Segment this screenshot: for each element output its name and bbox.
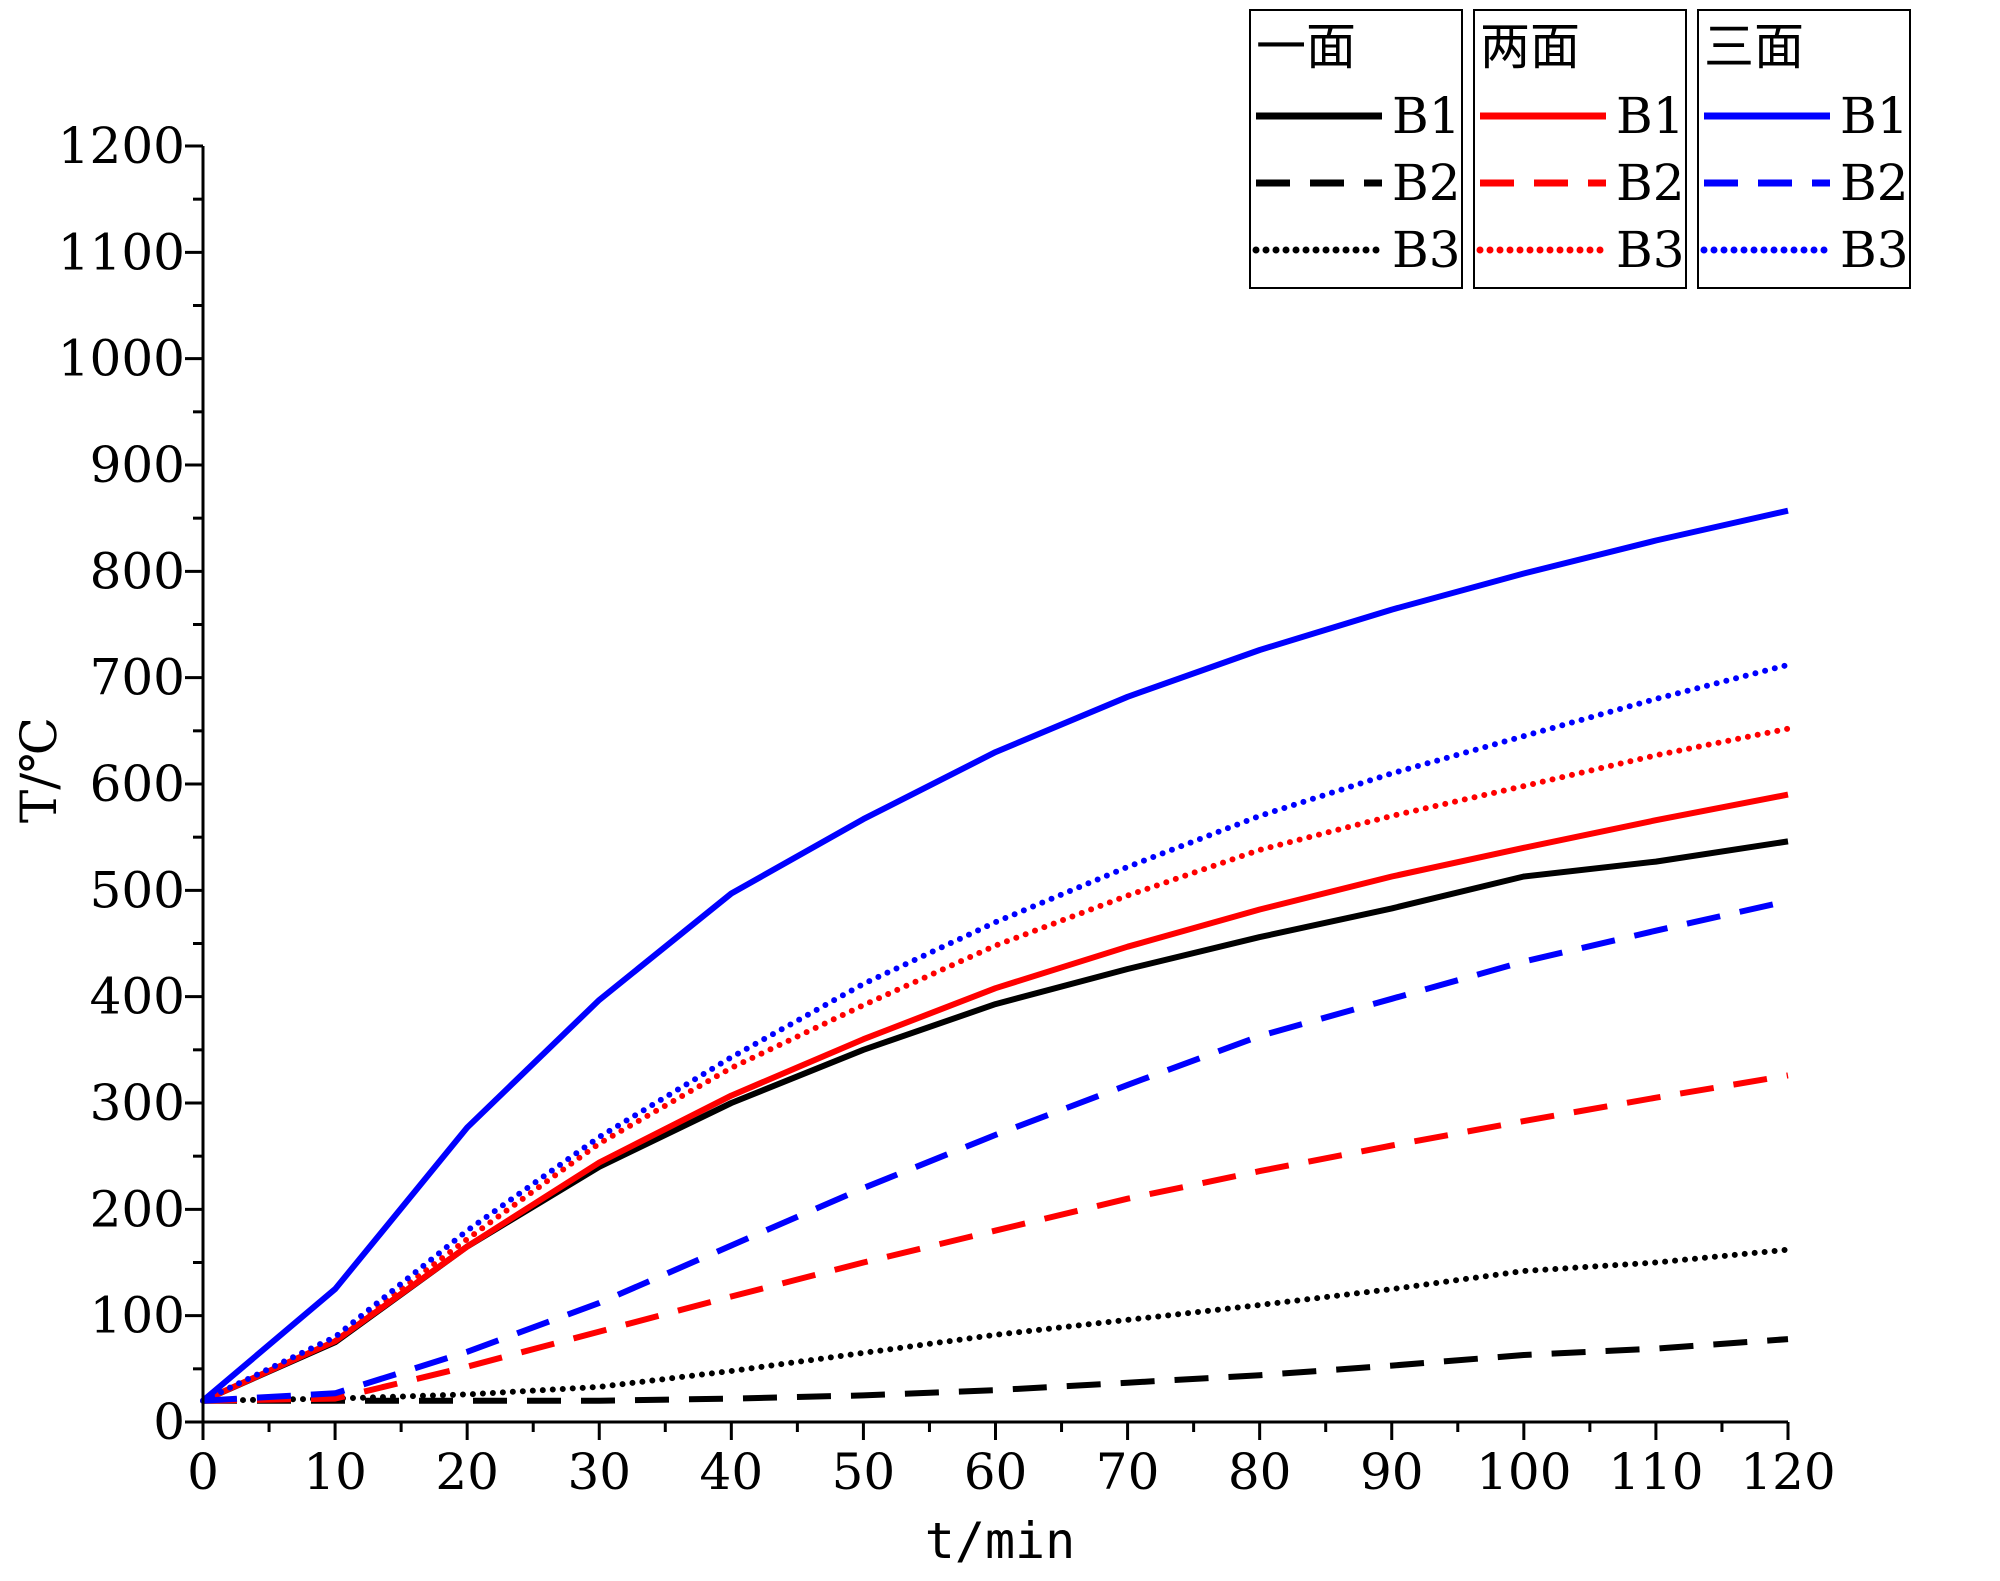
legend-series-label: B1 xyxy=(1840,87,1909,145)
x-tick-label: 110 xyxy=(1608,1443,1703,1501)
legend-group-title: 一面 xyxy=(1256,18,1356,76)
legend-group-3: 三面 B1 B2 B3 xyxy=(1697,9,1911,289)
series-line-2 xyxy=(203,1336,1789,1404)
series-line-3 xyxy=(200,1246,1791,1404)
y-tick-label: 100 xyxy=(90,1287,185,1345)
y-tick-label: 1200 xyxy=(58,117,185,175)
series-line-7 xyxy=(201,507,1789,1403)
series-line-1 xyxy=(201,838,1789,1404)
y-tick-label: 200 xyxy=(90,1180,185,1238)
legend-series-label: B1 xyxy=(1392,87,1461,145)
legend-group-title: 三面 xyxy=(1704,18,1804,76)
x-tick-label: 50 xyxy=(832,1443,896,1501)
x-tick-label: 70 xyxy=(1096,1443,1160,1501)
y-axis-title: T/℃ xyxy=(10,717,68,823)
legend-group-title: 两面 xyxy=(1480,18,1580,76)
legend-box xyxy=(1249,9,1463,289)
legend-series-label: B3 xyxy=(1840,221,1909,279)
series-layer xyxy=(200,507,1791,1404)
axes: 0 10 20 30 40 50 60 70 80 90 100 110 120010020030040… xyxy=(58,117,1836,1501)
x-tick-label: 60 xyxy=(964,1443,1028,1501)
y-tick-label: 1000 xyxy=(58,330,185,388)
series-line-9 xyxy=(200,661,1791,1404)
x-axis-title: t/min xyxy=(925,1512,1076,1570)
legend-series-label: B3 xyxy=(1392,221,1461,279)
x-tick-label: 120 xyxy=(1740,1443,1835,1501)
x-tick-label: 90 xyxy=(1360,1443,1424,1501)
y-tick-label: 900 xyxy=(90,436,185,494)
y-tick-label: 300 xyxy=(90,1074,185,1132)
y-tick-label: 400 xyxy=(90,968,185,1026)
legend-box xyxy=(1473,9,1687,289)
legend-group-1: 一面 B1 B2 B3 xyxy=(1249,9,1463,289)
series-line-4 xyxy=(201,791,1789,1404)
x-tick-label: 100 xyxy=(1476,1443,1571,1501)
legend-series-label: B2 xyxy=(1840,154,1909,212)
x-tick-label: 40 xyxy=(700,1443,764,1501)
series-line-6 xyxy=(200,725,1791,1404)
y-tick-label: 800 xyxy=(90,542,185,600)
y-tick-label: 500 xyxy=(90,861,185,919)
y-tick-label: 0 xyxy=(153,1393,185,1451)
legend: 一面 B1 B2 B3 两面 B1 B2 B3 三面 B1 B2 B3 xyxy=(1249,9,1911,289)
x-tick-label: 30 xyxy=(567,1443,631,1501)
x-tick-label: 0 xyxy=(187,1443,219,1501)
legend-series-label: B2 xyxy=(1392,154,1461,212)
legend-group-2: 两面 B1 B2 B3 xyxy=(1473,9,1687,289)
series-line-5 xyxy=(202,1072,1789,1404)
legend-series-label: B3 xyxy=(1616,221,1685,279)
x-tick-label: 80 xyxy=(1228,1443,1292,1501)
y-tick-label: 700 xyxy=(90,649,185,707)
legend-series-label: B2 xyxy=(1616,154,1685,212)
series-line-8 xyxy=(202,898,1789,1404)
x-tick-label: 10 xyxy=(303,1443,367,1501)
y-tick-label: 1100 xyxy=(58,223,185,281)
x-tick-label: 20 xyxy=(435,1443,499,1501)
legend-box xyxy=(1697,9,1911,289)
y-tick-label: 600 xyxy=(90,755,185,813)
legend-series-label: B1 xyxy=(1616,87,1685,145)
